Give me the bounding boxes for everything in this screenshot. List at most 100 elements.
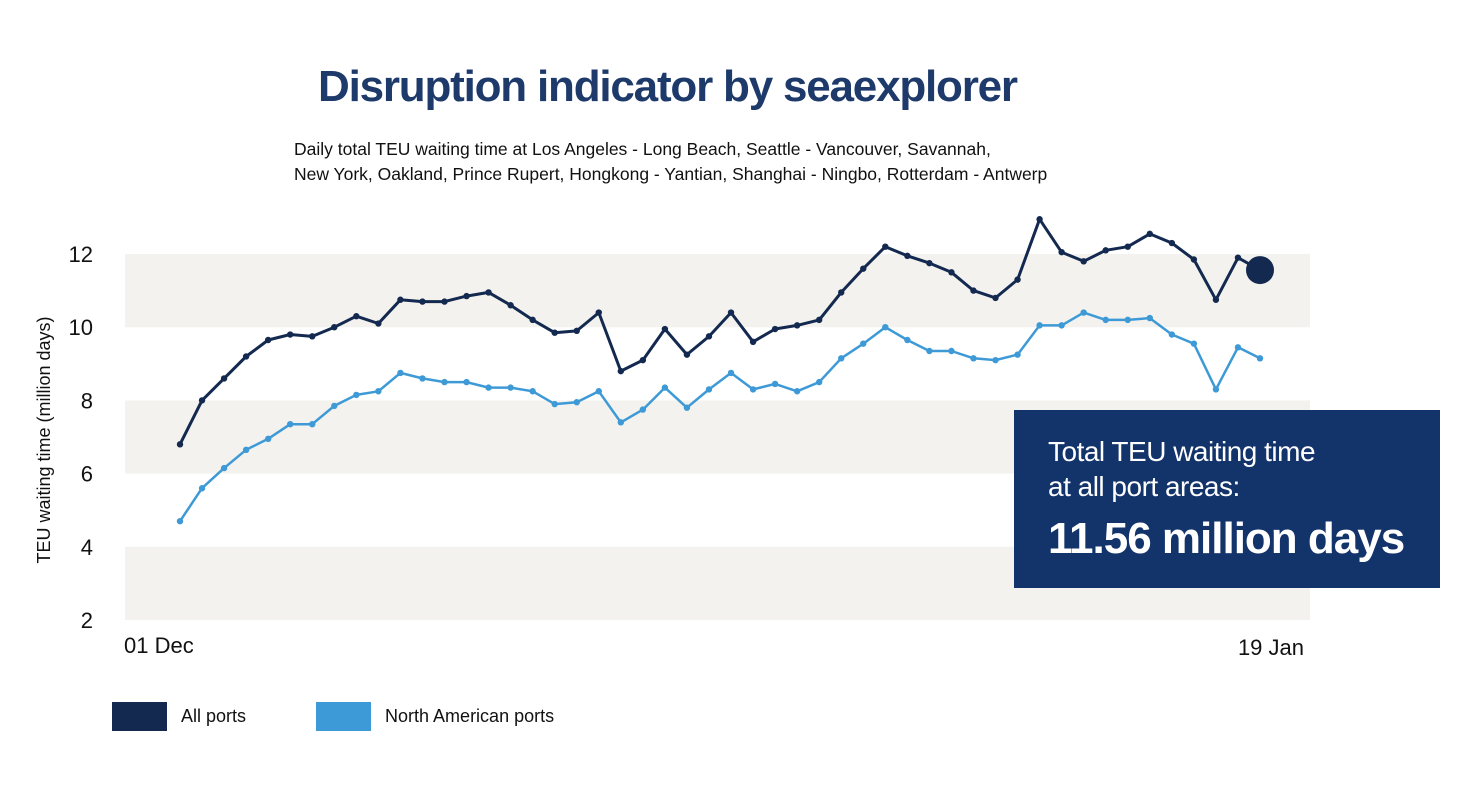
data-point — [331, 402, 338, 410]
data-point — [860, 265, 867, 272]
data-point — [551, 400, 558, 408]
x-tick-label: 01 Dec — [124, 633, 194, 658]
summary-callout: Total TEU waiting time at all port areas… — [1014, 410, 1440, 588]
y-axis-ticks: 12 10 8 6 4 2 — [69, 242, 93, 633]
data-point — [838, 289, 845, 296]
data-point — [1102, 316, 1109, 324]
data-point — [1080, 309, 1087, 316]
data-point — [970, 287, 977, 294]
data-point — [727, 369, 735, 377]
x-axis-ticks: 01 Dec 19 Jan — [124, 633, 1304, 660]
data-point — [419, 298, 426, 305]
data-point — [1146, 314, 1153, 322]
data-point — [1256, 355, 1264, 362]
data-point — [948, 347, 955, 355]
data-point — [1190, 340, 1198, 347]
data-point — [617, 367, 625, 375]
data-point — [882, 243, 889, 250]
data-point — [683, 404, 691, 411]
data-point — [838, 355, 845, 362]
data-point — [264, 336, 272, 344]
data-point — [926, 347, 933, 355]
legend-label-north-american-ports: North American ports — [385, 706, 555, 726]
y-tick-label: 10 — [69, 315, 93, 340]
data-point — [992, 294, 999, 302]
data-point — [705, 386, 713, 393]
series-line — [178, 217, 1261, 445]
x-tick-label: 19 Jan — [1238, 635, 1304, 660]
y-tick-label: 2 — [81, 608, 93, 633]
data-point — [1190, 256, 1198, 263]
data-point — [264, 435, 272, 443]
y-tick-label: 6 — [81, 462, 93, 487]
data-point — [198, 485, 206, 492]
legend-label-all-ports: All ports — [181, 706, 247, 726]
subtitle-line-2: New York, Oakland, Prince Rupert, Hongko… — [294, 164, 1048, 184]
latest-value-marker — [1246, 256, 1274, 285]
data-point — [529, 388, 536, 395]
data-point — [375, 320, 382, 327]
data-point — [573, 399, 580, 406]
data-point — [419, 375, 426, 382]
data-point — [639, 356, 647, 364]
data-point — [331, 324, 338, 331]
data-point — [617, 419, 625, 426]
data-point — [970, 355, 977, 362]
data-point — [639, 406, 647, 413]
chart-title: Disruption indicator by seaexplorer — [318, 62, 1018, 111]
data-point — [1036, 322, 1043, 329]
data-point — [551, 329, 558, 336]
data-point — [198, 397, 206, 404]
data-point — [287, 331, 294, 338]
data-point — [573, 327, 580, 335]
data-point — [176, 517, 184, 525]
data-point — [353, 313, 360, 320]
data-point — [309, 420, 316, 428]
data-point — [397, 369, 404, 377]
data-point — [375, 388, 382, 395]
series-lines — [176, 216, 1274, 525]
data-point — [353, 391, 360, 399]
data-point — [1080, 258, 1087, 265]
legend-item-north-american-ports: North American ports — [316, 702, 554, 731]
data-point — [595, 388, 602, 395]
data-point — [242, 446, 250, 454]
y-tick-label: 12 — [69, 242, 93, 267]
data-point — [463, 292, 470, 300]
data-point — [749, 338, 757, 346]
data-point — [1036, 216, 1043, 223]
data-point — [1168, 239, 1176, 247]
data-point — [1212, 296, 1220, 303]
data-point — [749, 386, 757, 393]
data-point — [529, 316, 536, 324]
data-point — [309, 333, 316, 340]
data-point — [992, 356, 999, 364]
data-point — [463, 378, 470, 386]
data-point — [1014, 351, 1021, 358]
data-point — [948, 269, 955, 276]
data-point — [705, 333, 713, 340]
y-axis-label: TEU waiting time (million days) — [34, 316, 54, 563]
callout-line-2: at all port areas: — [1048, 471, 1240, 502]
data-point — [220, 464, 228, 472]
data-point — [860, 340, 867, 347]
data-point — [485, 384, 492, 391]
chart-legend: All ports North American ports — [112, 702, 624, 731]
data-point — [507, 302, 514, 309]
legend-swatch-all-ports — [112, 702, 167, 731]
series-line — [178, 311, 1261, 522]
data-point — [815, 316, 823, 324]
data-point — [904, 336, 911, 344]
data-point — [1014, 276, 1021, 283]
y-tick-label: 8 — [81, 388, 93, 413]
data-point — [242, 353, 250, 360]
data-point — [397, 296, 404, 303]
data-point — [1102, 247, 1109, 254]
data-point — [661, 325, 669, 333]
series-north-american-ports — [176, 309, 1264, 525]
subtitle-line-1: Daily total TEU waiting time at Los Ange… — [294, 139, 991, 159]
data-point — [1124, 243, 1131, 250]
data-point — [176, 441, 184, 448]
legend-item-all-ports: All ports — [112, 702, 246, 731]
